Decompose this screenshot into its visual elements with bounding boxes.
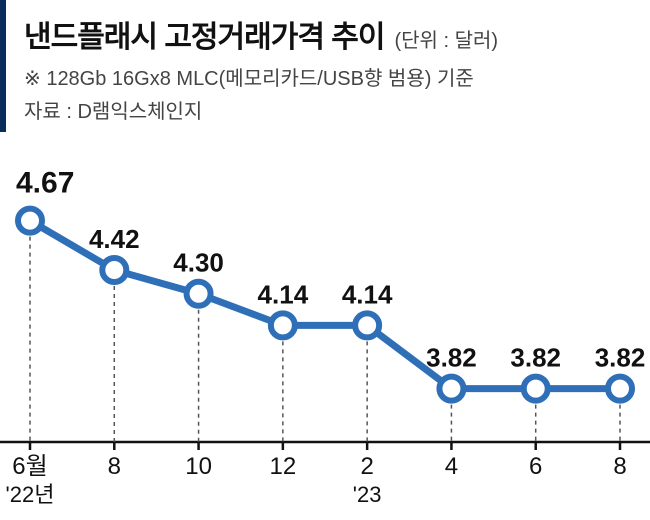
chart-title: 낸드플래시 고정거래가격 추이 — [24, 12, 384, 56]
svg-text:3.82: 3.82 — [510, 343, 561, 373]
svg-text:4: 4 — [445, 453, 458, 480]
svg-text:3.82: 3.82 — [595, 343, 646, 373]
svg-text:'22년: '22년 — [6, 482, 55, 507]
title-row: 낸드플래시 고정거래가격 추이 (단위 : 달러) — [24, 12, 650, 56]
svg-text:4.42: 4.42 — [89, 224, 140, 254]
chart-subtitle: ※ 128Gb 16Gx8 MLC(메모리카드/USB향 범용) 기준 — [24, 62, 650, 91]
svg-text:'23: '23 — [353, 482, 382, 507]
svg-text:8: 8 — [108, 453, 121, 480]
price-line-chart: 4.67 4.42 4.30 4.14 4.14 3.82 3.82 3.82 6월 8 10 12 2… — [0, 145, 650, 520]
chart-source: 자료 : D램익스체인지 — [24, 95, 650, 124]
svg-text:10: 10 — [185, 453, 212, 480]
svg-text:6: 6 — [529, 453, 542, 480]
chart-unit: (단위 : 달러) — [394, 24, 498, 53]
svg-text:8: 8 — [613, 453, 626, 480]
svg-text:12: 12 — [270, 453, 297, 480]
svg-text:4.30: 4.30 — [173, 248, 224, 278]
svg-text:4.67: 4.67 — [16, 167, 74, 200]
svg-text:4.14: 4.14 — [342, 279, 393, 309]
header: 낸드플래시 고정거래가격 추이 (단위 : 달러) ※ 128Gb 16Gx8 … — [0, 0, 650, 132]
svg-text:2: 2 — [360, 453, 373, 480]
svg-text:3.82: 3.82 — [426, 343, 477, 373]
svg-text:4.14: 4.14 — [258, 279, 309, 309]
svg-text:6월: 6월 — [12, 453, 47, 480]
